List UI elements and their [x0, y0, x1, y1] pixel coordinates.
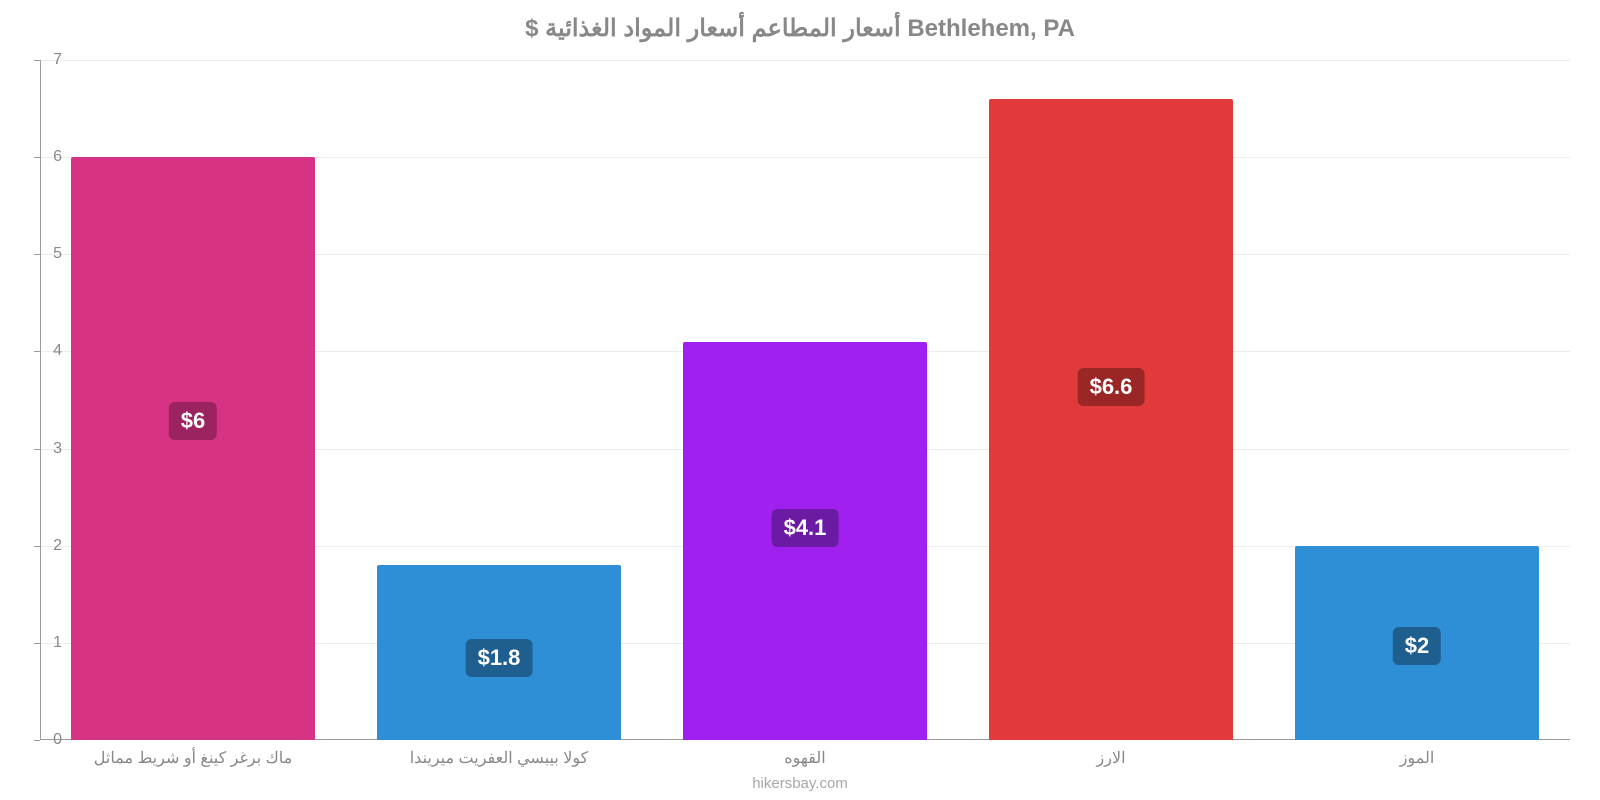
xtick-label: ماك برغر كينغ أو شريط مماثل: [94, 748, 292, 768]
ytick-label: 5: [32, 245, 62, 263]
value-badge: $1.8: [466, 639, 533, 677]
xtick-label: الارز: [1096, 748, 1125, 768]
value-badge: $2: [1393, 627, 1441, 665]
ytick-label: 2: [32, 537, 62, 555]
attribution-text: hikersbay.com: [0, 775, 1600, 792]
plot-area: $6 $1.8 $4.1 $6.6 $2: [40, 60, 1570, 740]
bars-container: $6 $1.8 $4.1 $6.6 $2: [40, 60, 1570, 740]
xtick-label: القهوه: [784, 748, 825, 768]
ytick-label: 3: [32, 440, 62, 458]
bar: [989, 99, 1234, 740]
ytick-label: 1: [32, 634, 62, 652]
value-badge: $6: [169, 402, 217, 440]
chart-title: Bethlehem, PA أسعار المطاعم أسعار المواد…: [0, 14, 1600, 43]
ytick-label: 0: [32, 731, 62, 749]
ytick-label: 6: [32, 148, 62, 166]
xtick-label: كولا بيبسي العفريت ميريندا: [410, 748, 589, 768]
ytick-label: 4: [32, 342, 62, 360]
xtick-label: الموز: [1400, 748, 1435, 768]
ytick-label: 7: [32, 51, 62, 69]
bar: [71, 157, 316, 740]
value-badge: $6.6: [1078, 368, 1145, 406]
value-badge: $4.1: [772, 509, 839, 547]
